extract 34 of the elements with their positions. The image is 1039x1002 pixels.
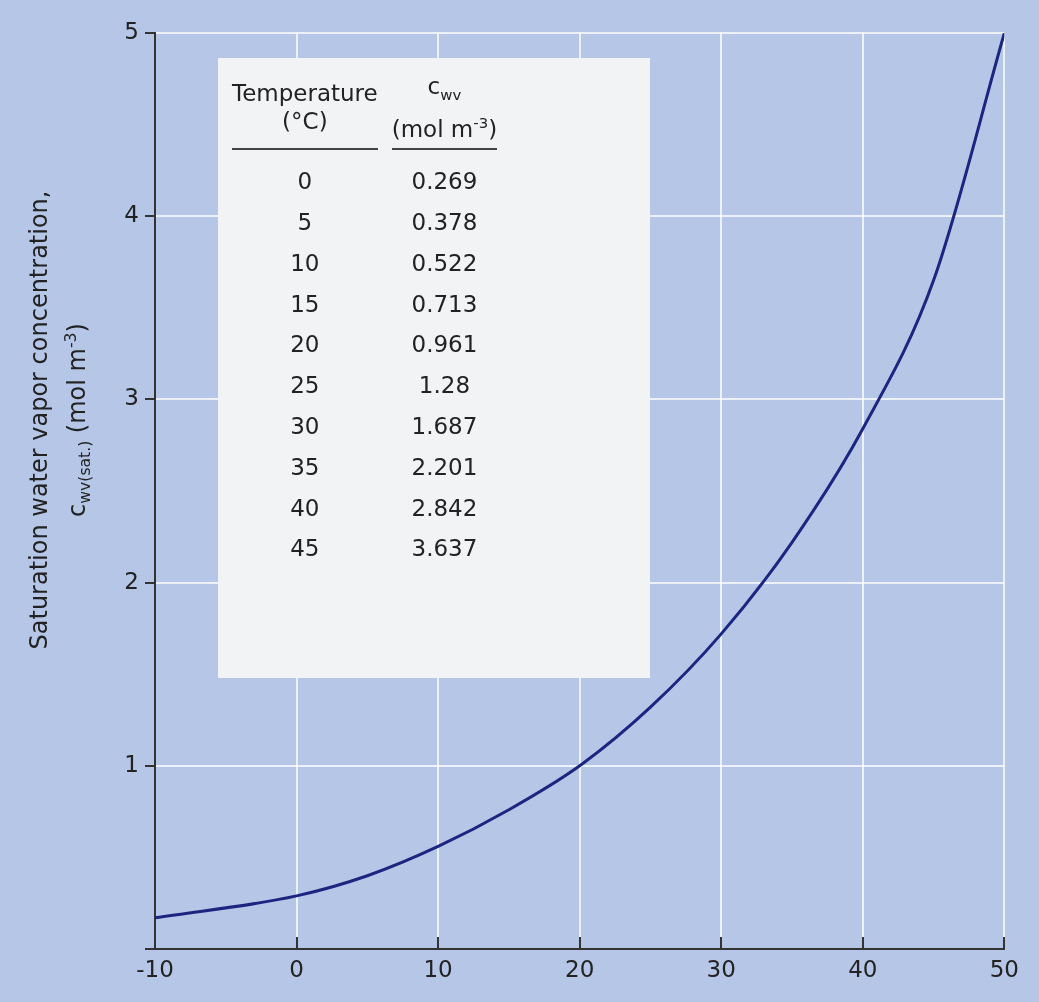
x-tick-label: -10	[136, 955, 174, 982]
y-tick-label: 2	[124, 567, 139, 594]
annotation: Temperature (°C)	[232, 72, 378, 151]
x-tick-label: 40	[848, 955, 878, 982]
annotation: 3.637	[410, 534, 479, 564]
annotation: 10	[289, 248, 321, 278]
annotation: 0.713	[410, 289, 479, 319]
annotation: c$_{wv}$ (mol m$^{-3}$)	[391, 72, 498, 151]
x-tick-label: 10	[423, 955, 453, 982]
annotation: 40	[289, 493, 321, 523]
annotation: 1.28	[417, 371, 472, 401]
annotation: 1.687	[410, 412, 479, 442]
y-tick-label: 4	[124, 201, 139, 228]
annotation: 25	[289, 371, 321, 401]
annotation: 0.378	[410, 208, 479, 238]
x-tick-label: 0	[289, 955, 304, 982]
annotation: 30	[289, 412, 321, 442]
annotation: 2.201	[410, 452, 479, 482]
annotation: 15	[289, 289, 321, 319]
annotation: 0.269	[410, 167, 479, 197]
y-tick-label: 1	[124, 750, 139, 777]
annotation: 2.842	[410, 493, 479, 523]
annotation: 0.522	[410, 248, 479, 278]
annotation: 0	[296, 167, 314, 197]
y-tick-label: 3	[124, 384, 139, 411]
annotation: 20	[289, 330, 321, 360]
x-tick-label: 50	[989, 955, 1020, 982]
annotation: 45	[289, 534, 321, 564]
annotation: 0.961	[410, 330, 479, 360]
y-tick-label: 5	[124, 17, 139, 44]
annotation: 5	[296, 208, 314, 238]
x-tick-label: 20	[565, 955, 595, 982]
x-tick-label: 30	[706, 955, 736, 982]
annotation: 35	[289, 452, 321, 482]
